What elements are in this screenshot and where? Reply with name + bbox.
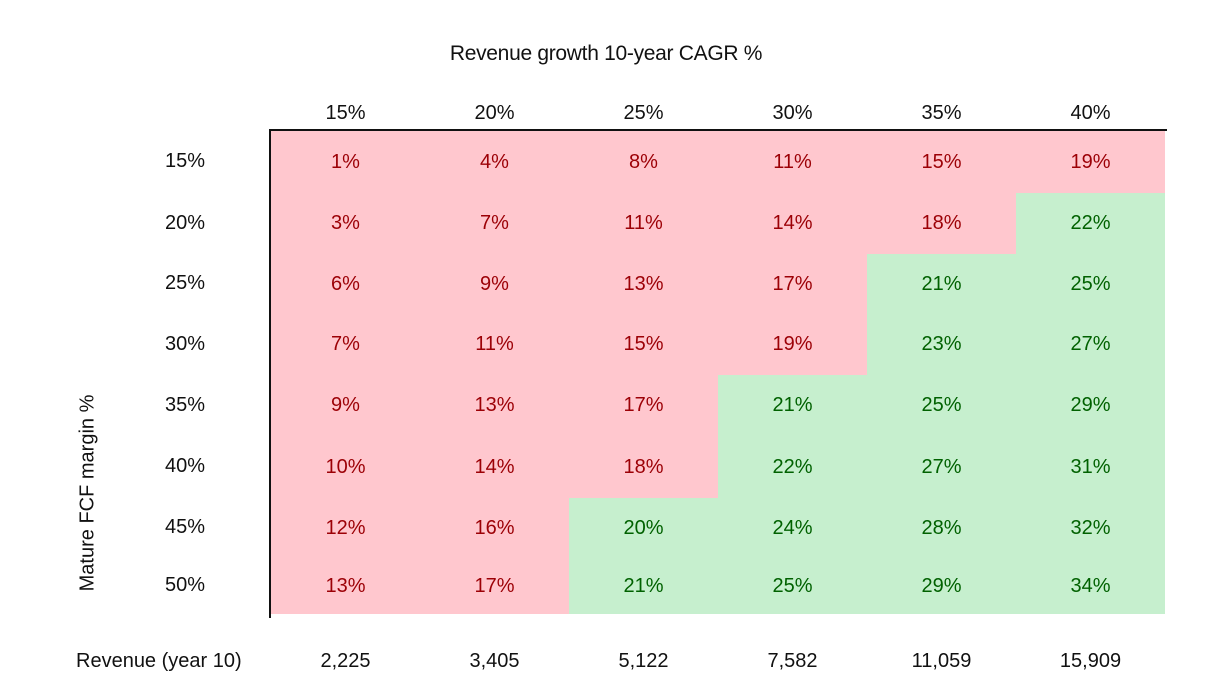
row-header: 50%: [164, 574, 206, 596]
table-cell: 29%: [867, 558, 1016, 614]
table-top-border: [270, 129, 1167, 131]
table-cell: 19%: [718, 314, 867, 375]
table-cell: 1%: [271, 131, 420, 193]
table-cell: 27%: [1016, 314, 1165, 375]
table-cell: 9%: [420, 254, 569, 314]
table-cell: 25%: [867, 375, 1016, 436]
table-cell: 17%: [718, 254, 867, 314]
table-cell: 27%: [867, 436, 1016, 498]
table-cell: 21%: [569, 558, 718, 614]
column-header: 35%: [921, 102, 962, 124]
table-left-border: [269, 129, 271, 618]
table-cell: 15%: [867, 131, 1016, 193]
table-cell: 3%: [271, 193, 420, 254]
table-cell: 20%: [569, 498, 718, 558]
table-cell: 22%: [718, 436, 867, 498]
table-cell: 25%: [1016, 254, 1165, 314]
revenue-value: 2,225: [320, 650, 371, 672]
table-cell: 11%: [718, 131, 867, 193]
column-header: 40%: [1070, 102, 1111, 124]
revenue-row-label: Revenue (year 10): [76, 650, 242, 672]
table-cell: 24%: [718, 498, 867, 558]
column-header: 30%: [772, 102, 813, 124]
table-cell: 16%: [420, 498, 569, 558]
table-cell: 18%: [569, 436, 718, 498]
row-header: 40%: [164, 455, 206, 477]
revenue-value: 11,059: [911, 650, 972, 672]
table-cell: 14%: [718, 193, 867, 254]
revenue-value: 15,909: [1059, 650, 1122, 672]
table-cell: 9%: [271, 375, 420, 436]
column-header: 15%: [325, 102, 366, 124]
column-header: 20%: [474, 102, 515, 124]
table-cell: 19%: [1016, 131, 1165, 193]
table-cell: 21%: [867, 254, 1016, 314]
table-cell: 13%: [271, 558, 420, 614]
table-cell: 18%: [867, 193, 1016, 254]
table-cell: 6%: [271, 254, 420, 314]
table-cell: 17%: [420, 558, 569, 614]
table-cell: 22%: [1016, 193, 1165, 254]
table-cell: 13%: [420, 375, 569, 436]
table-cell: 13%: [569, 254, 718, 314]
row-header: 20%: [164, 211, 206, 234]
row-axis-title: Mature FCF margin %: [76, 394, 99, 592]
revenue-value: 7,582: [767, 650, 818, 672]
table-cell: 28%: [867, 498, 1016, 558]
row-header: 35%: [164, 393, 206, 416]
table-cell: 29%: [1016, 375, 1165, 436]
table-cell: 4%: [420, 131, 569, 193]
column-header: 25%: [623, 102, 664, 124]
table-cell: 21%: [718, 375, 867, 436]
table-cell: 31%: [1016, 436, 1165, 498]
table-cell: 8%: [569, 131, 718, 193]
table-cell: 32%: [1016, 498, 1165, 558]
table-cell: 12%: [271, 498, 420, 558]
table-cell: 34%: [1016, 558, 1165, 614]
row-header: 30%: [164, 332, 206, 355]
column-axis-title: Revenue growth 10-year CAGR %: [449, 42, 763, 65]
row-header: 15%: [164, 150, 206, 172]
table-cell: 14%: [420, 436, 569, 498]
table-cell: 15%: [569, 314, 718, 375]
table-cell: 11%: [420, 314, 569, 375]
table-cell: 23%: [867, 314, 1016, 375]
table-cell: 25%: [718, 558, 867, 614]
row-header: 45%: [164, 516, 206, 538]
revenue-value: 5,122: [618, 650, 669, 672]
table-cell: 11%: [569, 193, 718, 254]
table-cell: 7%: [420, 193, 569, 254]
table-cell: 7%: [271, 314, 420, 375]
table-cell: 10%: [271, 436, 420, 498]
row-header: 25%: [164, 272, 206, 294]
table-cell: 17%: [569, 375, 718, 436]
revenue-value: 3,405: [469, 650, 520, 672]
